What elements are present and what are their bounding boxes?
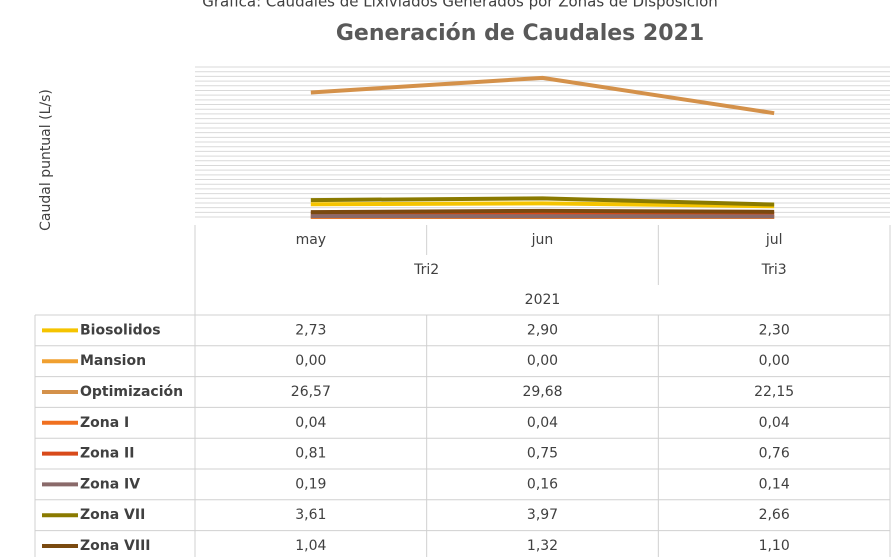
legend-label: Zona IV [80,476,140,492]
series-line [310,208,775,215]
x-tick-label: jul [765,232,783,248]
data-label: 0,16 [527,476,558,492]
data-label: 2,90 [527,322,558,338]
legend-label: Zona VII [80,507,145,523]
data-label: 3,97 [527,507,558,523]
data-label: 26,57 [291,384,331,400]
data-label: 1,04 [295,538,326,554]
data-label: 1,10 [759,538,790,554]
x-tick-label: may [296,232,327,248]
data-label: 0,04 [527,415,558,431]
data-label: 0,75 [527,446,558,462]
x-tick-label: jun [531,232,554,248]
data-label: 0,00 [295,353,326,369]
chart-title: Generación de Caudales 2021 [336,21,704,46]
series-line [310,196,775,207]
data-label: 1,32 [527,538,558,554]
data-label: 22,15 [754,384,794,400]
series-line [310,201,775,209]
data-label: 0,76 [759,446,790,462]
data-label: 0,14 [759,476,790,492]
legend-label: Optimización [80,384,183,400]
data-label: 2,66 [759,507,790,523]
data-label: 29,68 [522,384,562,400]
y-axis-title: Caudal puntual (L/s) [38,89,54,231]
data-label: 2,30 [759,322,790,338]
group-label: Tri3 [761,262,787,278]
year-label: 2021 [525,292,561,308]
legend-label: Zona I [80,415,129,431]
data-label: 0,04 [295,415,326,431]
legend-label: Zona II [80,446,134,462]
series-line [310,75,775,116]
data-label: 0,81 [295,446,326,462]
legend-label: Zona VIII [80,538,151,554]
data-label: 3,61 [295,507,326,523]
group-label: Tri2 [413,262,439,278]
data-label: 2,73 [295,322,326,338]
legend-label: Biosolidos [80,322,161,338]
data-label: 0,19 [295,476,326,492]
supertitle: Gráfica: Caudales de Lixiviados Generado… [202,0,718,11]
data-label: 0,04 [759,415,790,431]
legend-label: Mansion [80,353,146,369]
data-label: 0,00 [759,353,790,369]
data-label: 0,00 [527,353,558,369]
